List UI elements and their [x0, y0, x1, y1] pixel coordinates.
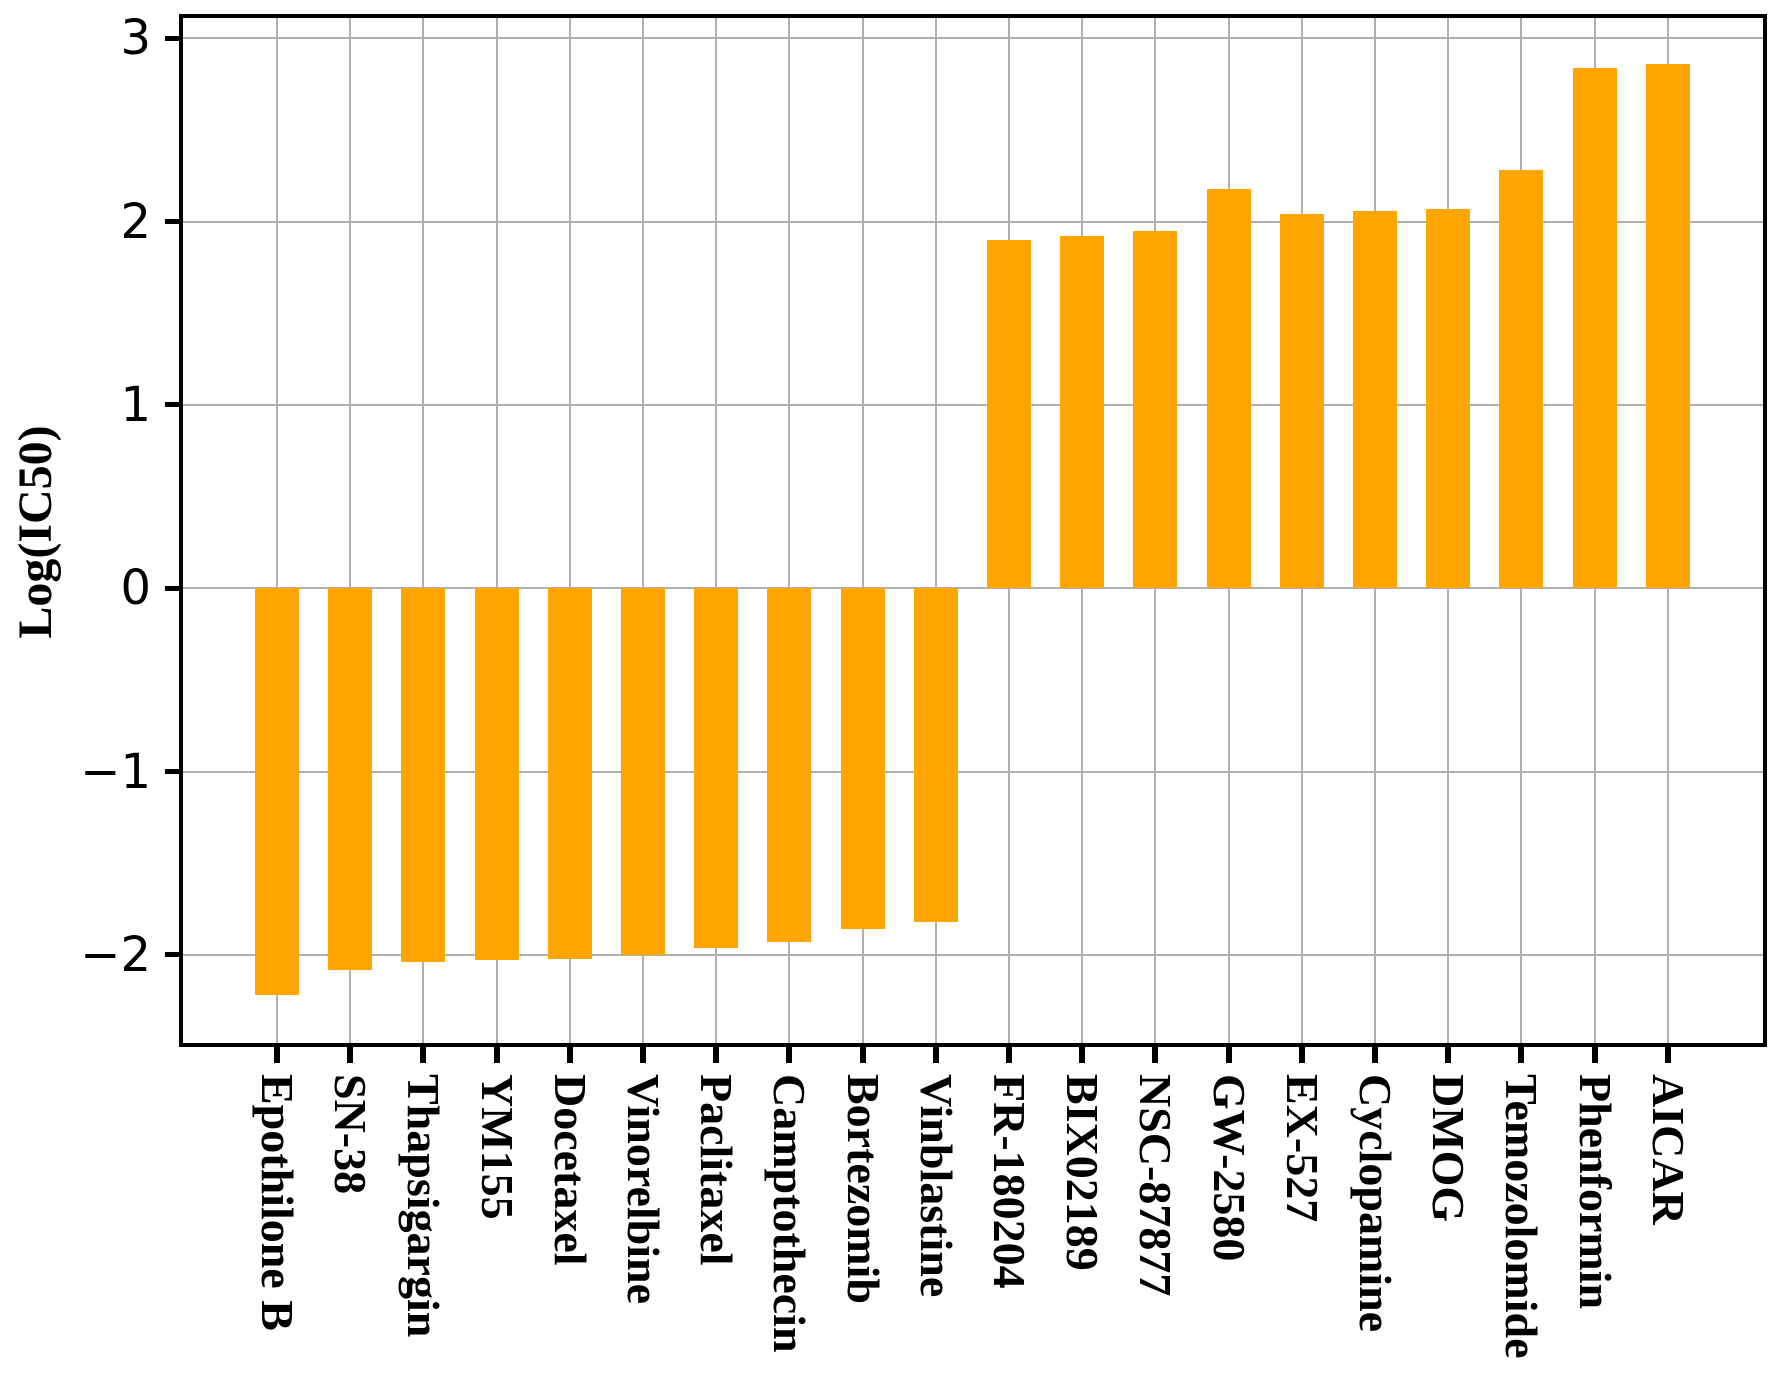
- x-tick-label-cyclopamine: Cyclopamine: [1350, 1074, 1401, 1333]
- bar-epothilone-b: [255, 588, 299, 996]
- y-gridline--2: [183, 953, 1763, 956]
- x-tick-vinorelbine: [640, 1047, 646, 1063]
- x-tick-label-vinblastine: Vinblastine: [910, 1074, 962, 1298]
- plot-area: [179, 14, 1767, 1047]
- bar-ym155: [474, 588, 519, 961]
- x-tick-label-temozolomide: Temozolomide: [1496, 1074, 1548, 1359]
- x-tick-label-thapsigargin: Thapsigargin: [398, 1074, 450, 1338]
- x-tick-phenformin: [1591, 1047, 1598, 1063]
- x-tick-label-sn-38: SN-38: [325, 1074, 377, 1195]
- y-tick-label--1: −1: [80, 743, 151, 800]
- x-tick-temozolomide: [1518, 1047, 1525, 1063]
- bar-docetaxel: [547, 588, 592, 959]
- x-gridline-vinblastine: [934, 18, 937, 1043]
- y-tick-label-3: 3: [120, 10, 151, 67]
- x-gridline-camptothecin: [788, 18, 791, 1043]
- x-tick-ym155: [493, 1047, 500, 1063]
- x-tick-aicar: [1664, 1047, 1671, 1063]
- x-gridline-bortezomib: [861, 18, 864, 1043]
- y-tick-label-0: 0: [120, 560, 151, 617]
- x-tick-epothilone-b: [274, 1047, 280, 1063]
- y-tick--2: [165, 952, 183, 958]
- bar-nsc-87877: [1133, 230, 1178, 589]
- bar-paclitaxel: [694, 588, 739, 948]
- x-tick-label-dmog: DMOG: [1423, 1074, 1475, 1223]
- bar-vinorelbine: [621, 588, 665, 955]
- bar-phenformin: [1572, 67, 1617, 589]
- x-tick-vinblastine: [932, 1047, 939, 1063]
- y-tick-label-1: 1: [120, 376, 151, 433]
- bar-bix02189: [1060, 236, 1105, 589]
- x-tick-camptothecin: [786, 1047, 793, 1063]
- y-gridline-1: [183, 403, 1763, 406]
- x-tick-bix02189: [1079, 1047, 1086, 1063]
- x-tick-cyclopamine: [1372, 1047, 1378, 1063]
- bar-temozolomide: [1499, 170, 1544, 589]
- x-tick-docetaxel: [566, 1047, 573, 1063]
- x-tick-label-bix02189: BIX02189: [1057, 1074, 1109, 1271]
- x-tick-label-ex-527: EX-527: [1276, 1074, 1328, 1223]
- x-tick-label-aicar: AICAR: [1642, 1074, 1694, 1225]
- x-tick-bortezomib: [859, 1047, 866, 1063]
- x-tick-nsc-87877: [1152, 1047, 1159, 1063]
- bar-bortezomib: [840, 588, 885, 930]
- x-tick-label-epothilone-b: Epothilone B: [252, 1074, 303, 1331]
- x-tick-ex-527: [1298, 1047, 1305, 1063]
- x-gridline-sn-38: [349, 18, 352, 1043]
- bar-ex-527: [1279, 214, 1324, 589]
- x-tick-label-vinorelbine: Vinorelbine: [618, 1074, 669, 1305]
- y-gridline-0: [183, 587, 1763, 590]
- y-tick--1: [165, 769, 183, 775]
- x-tick-label-camptothecin: Camptothecin: [764, 1074, 816, 1353]
- bar-vinblastine: [913, 588, 958, 922]
- y-gridline-3: [183, 37, 1763, 40]
- x-tick-fr-180204: [1006, 1047, 1012, 1063]
- x-tick-label-fr-180204: FR-180204: [984, 1074, 1035, 1289]
- y-tick-1: [165, 402, 183, 408]
- x-tick-dmog: [1445, 1047, 1452, 1063]
- x-tick-sn-38: [347, 1047, 354, 1063]
- y-tick-0: [165, 585, 183, 591]
- bar-gw-2580: [1206, 188, 1251, 589]
- x-gridline-thapsigargin: [422, 18, 425, 1043]
- y-gridline--1: [183, 770, 1763, 773]
- bar-fr-180204: [987, 239, 1031, 589]
- y-tick-3: [165, 35, 183, 41]
- x-gridline-docetaxel: [568, 18, 571, 1043]
- bar-aicar: [1645, 63, 1690, 589]
- y-tick-label-2: 2: [120, 193, 151, 250]
- x-gridline-paclitaxel: [715, 18, 718, 1043]
- bar-cyclopamine: [1353, 210, 1397, 589]
- bar-sn-38: [328, 588, 373, 970]
- x-tick-label-gw-2580: GW-2580: [1203, 1074, 1255, 1262]
- x-tick-label-phenformin: Phenformin: [1569, 1074, 1621, 1310]
- x-tick-paclitaxel: [713, 1047, 720, 1063]
- x-gridline-vinorelbine: [642, 18, 644, 1043]
- x-tick-gw-2580: [1225, 1047, 1232, 1063]
- bar-thapsigargin: [401, 588, 446, 963]
- x-tick-label-paclitaxel: Paclitaxel: [691, 1074, 743, 1266]
- y-tick-label--2: −2: [80, 926, 151, 983]
- x-tick-label-ym155: YM155: [471, 1074, 523, 1220]
- x-gridline-epothilone-b: [276, 18, 278, 1043]
- x-tick-thapsigargin: [420, 1047, 427, 1063]
- bar-dmog: [1426, 208, 1471, 589]
- x-tick-label-bortezomib: Bortezomib: [837, 1074, 889, 1304]
- y-gridline-2: [183, 220, 1763, 223]
- x-gridline-ym155: [495, 18, 498, 1043]
- bar-camptothecin: [767, 588, 812, 943]
- y-tick-2: [165, 219, 183, 225]
- x-tick-label-nsc-87877: NSC-87877: [1130, 1074, 1182, 1297]
- x-tick-label-docetaxel: Docetaxel: [544, 1074, 596, 1266]
